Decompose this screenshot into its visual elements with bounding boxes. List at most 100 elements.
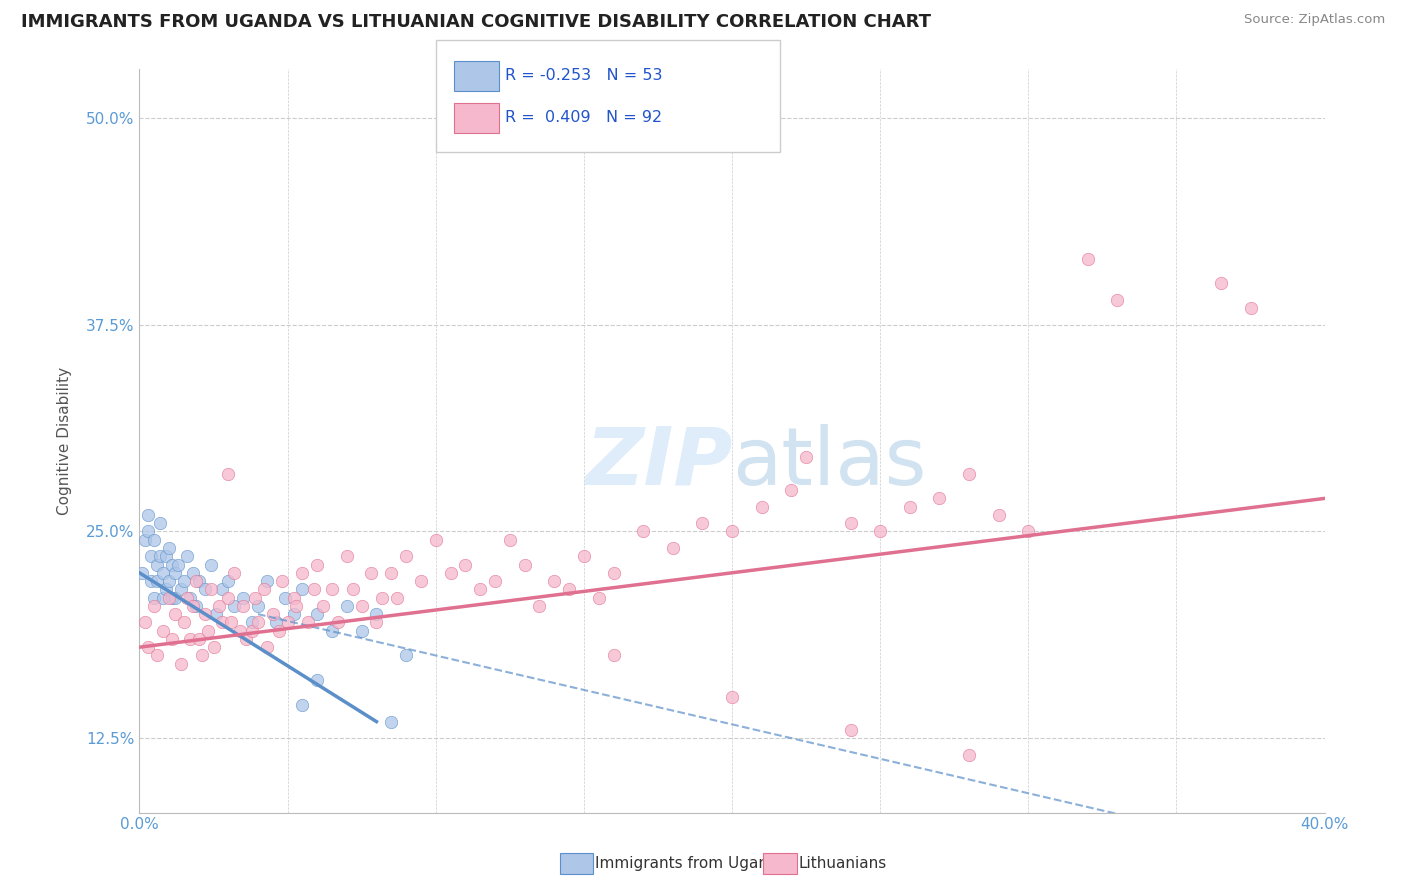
Point [211,615,233,630]
Point [246,599,269,613]
Point [163,607,186,621]
Point [200,582,222,597]
Point [253,582,276,597]
Point [721,524,744,539]
Point [285,599,308,613]
Point [291,566,314,580]
Point [256,574,278,588]
Point [240,615,263,630]
Point [602,566,624,580]
Point [202,640,225,655]
Point [957,747,980,762]
Point [297,615,319,630]
Point [170,582,193,597]
Point [342,582,364,597]
Point [246,615,269,630]
Point [425,533,447,547]
Point [291,582,314,597]
Point [270,574,292,588]
Point [155,549,177,564]
Text: Source: ZipAtlas.com: Source: ZipAtlas.com [1244,13,1385,27]
Point [157,574,180,588]
Point [1077,252,1099,266]
Point [839,723,862,737]
Point [146,648,169,663]
Point [217,591,239,605]
Point [217,467,239,481]
Point [273,591,295,605]
Point [543,574,565,588]
Point [1239,301,1261,316]
Point [170,657,193,671]
Point [134,533,156,547]
Point [321,624,343,638]
Point [232,599,254,613]
Point [283,607,305,621]
Point [136,508,159,522]
Point [366,615,388,630]
Point [190,648,212,663]
Point [588,591,610,605]
Point [484,574,506,588]
Point [152,591,174,605]
Point [321,582,343,597]
Point [291,698,314,712]
Point [312,599,335,613]
Point [163,566,186,580]
Point [380,566,402,580]
Point [304,582,326,597]
Point [197,624,219,638]
Point [224,566,246,580]
Point [366,607,388,621]
Point [143,533,166,547]
Point [794,450,817,464]
Point [160,591,183,605]
Text: Immigrants from Uganda: Immigrants from Uganda [595,856,787,871]
Point [155,582,177,597]
Point [146,574,169,588]
Text: Lithuanians: Lithuanians [799,856,887,871]
Point [360,566,382,580]
Point [1107,293,1129,307]
Point [152,566,174,580]
Point [184,574,207,588]
Point [181,566,204,580]
Point [307,607,329,621]
Point [163,591,186,605]
Point [141,549,163,564]
Point [869,524,891,539]
Point [143,599,166,613]
Text: ZIP: ZIP [585,424,733,502]
Point [160,632,183,646]
Point [662,541,685,555]
Point [336,599,359,613]
Point [529,599,551,613]
Point [184,599,207,613]
Point [267,624,290,638]
Point [350,599,373,613]
Point [751,500,773,514]
Point [134,615,156,630]
Point [187,574,209,588]
Point [499,533,522,547]
Point [157,541,180,555]
Point [780,483,803,497]
Point [928,491,950,506]
Point [395,549,418,564]
Point [235,632,257,646]
Point [602,648,624,663]
Point [326,615,349,630]
Point [152,624,174,638]
Point [194,582,217,597]
Point [240,624,263,638]
Point [176,549,198,564]
Point [205,607,228,621]
Point [692,516,714,531]
Text: R = -0.253   N = 53: R = -0.253 N = 53 [505,69,662,83]
Point [350,624,373,638]
Point [839,516,862,531]
Point [224,599,246,613]
Point [179,591,201,605]
Point [149,516,172,531]
Point [454,558,477,572]
